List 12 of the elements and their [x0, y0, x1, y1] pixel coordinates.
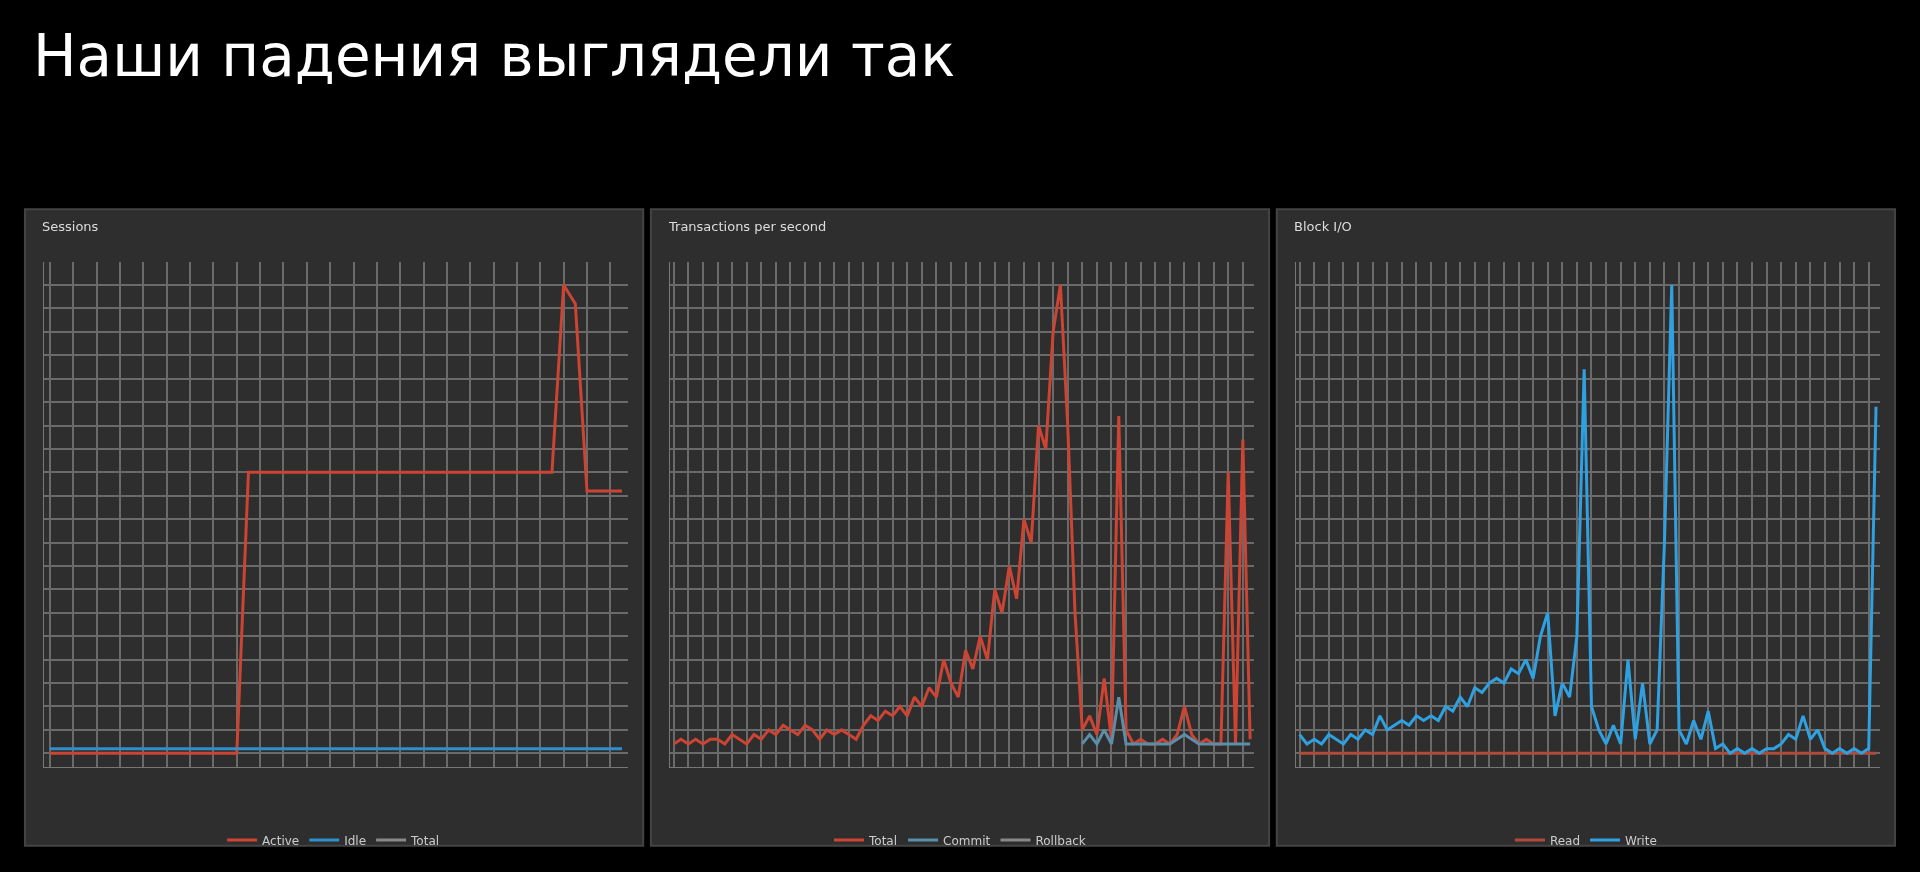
- legend-label: Active: [262, 833, 300, 848]
- chart-title: Block I/O: [1294, 219, 1352, 234]
- chart-title: Transactions per second: [668, 219, 827, 234]
- chart-title: Sessions: [42, 219, 99, 234]
- legend-label: Total: [410, 833, 440, 848]
- legend-label: Rollback: [1035, 833, 1086, 848]
- text: Наши падения выглядели так: [33, 22, 956, 90]
- legend-label: Total: [868, 833, 898, 848]
- legend-label: Idle: [344, 833, 367, 848]
- legend-label: Write: [1625, 833, 1657, 848]
- legend-label: Read: [1549, 833, 1581, 848]
- legend-label: Commit: [943, 833, 991, 848]
